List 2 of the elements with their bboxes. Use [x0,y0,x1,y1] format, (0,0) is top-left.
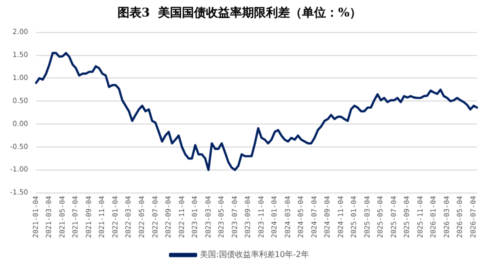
chart-title: 图表3 美国国债收益率期限利差（单位：%） [117,5,362,20]
legend-label: 美国:国债收益率利差10年-2年 [200,250,309,260]
